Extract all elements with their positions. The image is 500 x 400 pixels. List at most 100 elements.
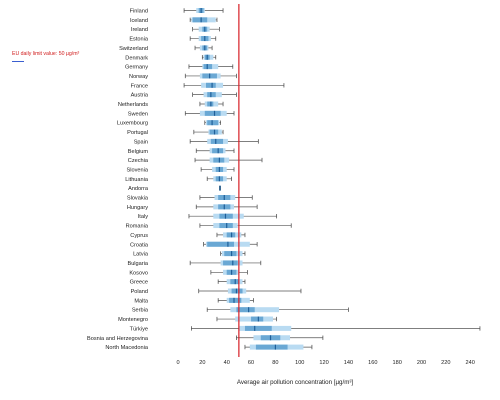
median-mark-estonia <box>204 36 206 42</box>
country-label-hungary: Hungary <box>127 205 148 211</box>
box-row-switzerland <box>194 45 213 51</box>
box-inner-belgium <box>212 148 224 154</box>
box-row-north-macedonia <box>244 344 313 350</box>
median-mark-finland <box>200 8 202 13</box>
box-inner-czechia <box>213 157 225 163</box>
x-tick-label-100: 100 <box>295 360 304 366</box>
median-mark-netherlands <box>210 101 212 107</box>
box-row-austria <box>192 92 237 98</box>
box-row-luxembourg <box>204 120 222 126</box>
median-mark-austria <box>210 92 212 98</box>
median-mark-spain <box>215 138 217 144</box>
median-mark-hungary <box>223 204 225 210</box>
box-row-serbia <box>206 307 349 313</box>
box-inner-turkiye <box>244 325 272 331</box>
x-tick-label-60: 60 <box>248 360 254 366</box>
country-label-slovenia: Slovenia <box>127 167 149 173</box>
box-inner-spain <box>210 138 224 144</box>
country-label-italy: Italy <box>138 214 148 220</box>
country-label-poland: Poland <box>131 289 148 295</box>
box-row-kosovo <box>210 269 248 275</box>
box-inner-romania <box>219 223 233 229</box>
country-label-switzerland: Switzerland <box>119 46 148 52</box>
country-label-luxembourg: Luxembourg <box>117 121 148 127</box>
box-row-hungary <box>195 204 258 210</box>
median-mark-denmark <box>206 54 208 60</box>
median-mark-romania <box>226 223 228 229</box>
country-label-portugal: Portugal <box>127 130 148 136</box>
x-tick-label-220: 220 <box>441 360 450 366</box>
box-row-sweden <box>184 110 235 116</box>
country-label-france: France <box>131 83 148 89</box>
x-tick-label-0: 0 <box>176 360 179 366</box>
box-row-latvia <box>220 251 246 257</box>
median-mark-north-macedonia <box>274 344 276 350</box>
country-label-denmark: Denmark <box>125 55 148 61</box>
box-inner-croatia <box>207 241 235 247</box>
country-label-bosnia-and-herzegovina: Bosnia and Herzegovina <box>87 336 149 342</box>
x-axis-title: Average air pollution concentration [µg/… <box>237 379 354 386</box>
country-label-czechia: Czechia <box>128 158 149 164</box>
country-label-andorra: Andorra <box>128 186 149 192</box>
box-inner-malta <box>229 297 242 303</box>
box-row-belgium <box>195 148 235 154</box>
country-label-sweden: Sweden <box>128 111 148 117</box>
x-tick-label-240: 240 <box>466 360 475 366</box>
x-tick-label-140: 140 <box>344 360 353 366</box>
median-mark-kosovo <box>230 269 233 275</box>
box-row-norway <box>184 73 237 79</box>
median-mark-croatia <box>227 241 229 247</box>
median-mark-portugal <box>213 129 216 135</box>
median-mark-malta <box>233 297 235 303</box>
median-mark-italy <box>224 213 227 219</box>
median-mark-lithuania <box>218 176 220 182</box>
x-tick-label-20: 20 <box>199 360 205 366</box>
median-mark-switzerland <box>204 45 206 51</box>
box-inner-iceland <box>192 17 208 23</box>
box-row-andorra <box>218 185 222 191</box>
country-label-greece: Greece <box>130 280 148 286</box>
box-inner-greece <box>230 279 239 285</box>
box-row-turkiye <box>190 325 481 331</box>
median-mark-belgium <box>217 148 219 154</box>
box-row-malta <box>217 297 254 303</box>
box-inner-north-macedonia <box>255 344 288 350</box>
median-mark-slovenia <box>218 166 220 172</box>
box-row-estonia <box>189 36 217 42</box>
country-label-estonia: Estonia <box>129 37 149 43</box>
box-row-slovenia <box>200 166 235 172</box>
box-inner-france <box>206 82 216 88</box>
country-label-finland: Finland <box>130 9 148 15</box>
x-tick-label-160: 160 <box>368 360 377 366</box>
median-mark-cyprus <box>230 232 233 238</box>
median-mark-latvia <box>230 251 233 257</box>
median-mark-greece <box>234 279 236 285</box>
country-label-serbia: Serbia <box>132 308 149 314</box>
box-row-greece <box>217 279 246 285</box>
x-tick-label-40: 40 <box>224 360 230 366</box>
box-inner-germany <box>203 64 213 70</box>
box-row-ireland <box>192 26 220 32</box>
median-mark-germany <box>206 64 208 70</box>
country-label-iceland: Iceland <box>130 18 148 24</box>
box-inner-bulgaria <box>223 260 238 266</box>
box-row-bulgaria <box>189 260 262 266</box>
box-inner-luxembourg <box>207 120 219 126</box>
box-inner-austria <box>207 92 216 98</box>
country-label-croatia: Croatia <box>130 242 149 248</box>
country-label-malta: Malta <box>134 298 149 304</box>
box-inner-portugal <box>209 129 219 135</box>
box-row-france <box>183 82 285 88</box>
box-inner-serbia <box>236 307 255 313</box>
country-label-kosovo: Kosovo <box>129 270 148 276</box>
median-mark-france <box>211 82 213 88</box>
median-mark-sweden <box>213 110 216 116</box>
country-label-north-macedonia: North Macedonia <box>105 345 148 351</box>
country-label-austria: Austria <box>131 93 149 99</box>
box-row-germany <box>188 64 234 70</box>
box-row-montenegro <box>216 316 278 322</box>
x-tick-label-80: 80 <box>272 360 278 366</box>
box-inner-cyprus <box>226 232 236 238</box>
x-axis-ticks: 0 20 40 60 80 100 120 140 160 180 200 220 240 <box>176 360 474 366</box>
